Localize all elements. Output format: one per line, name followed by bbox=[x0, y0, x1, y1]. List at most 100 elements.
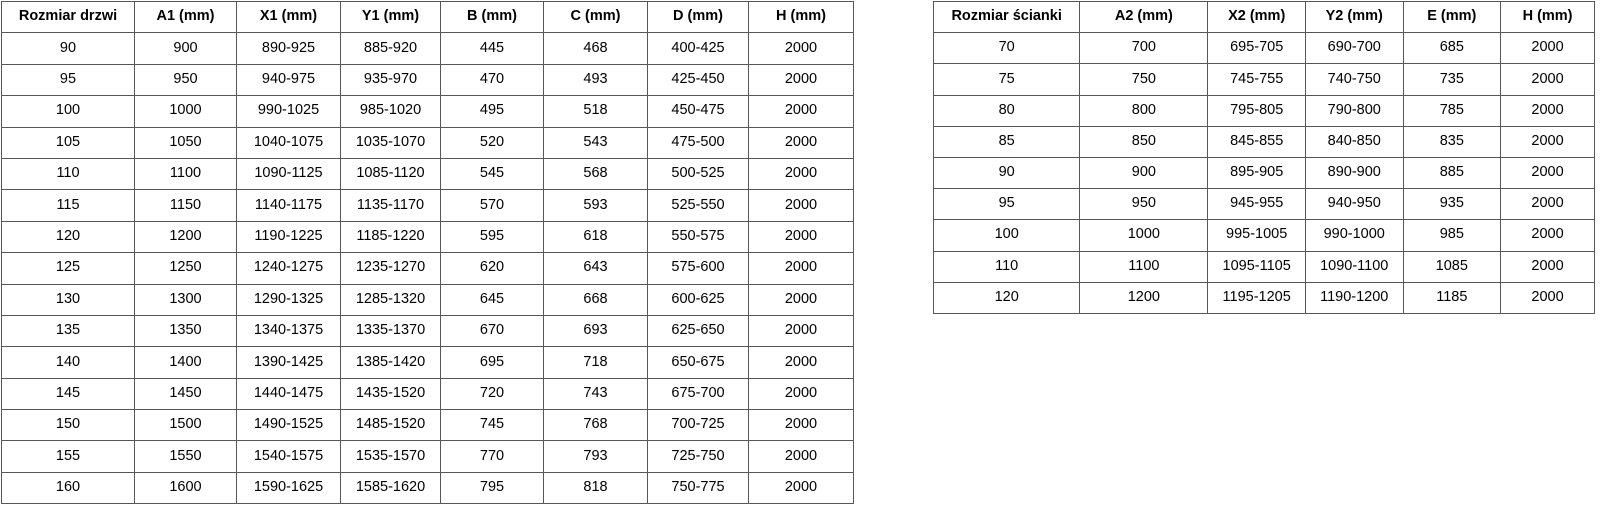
table-row: 150 1500 1490-1525 1485-1520 745 768 700-725 20… bbox=[1, 409, 854, 442]
table-cell: 2000 bbox=[1500, 94, 1595, 127]
table-cell: 745-755 bbox=[1207, 63, 1306, 96]
door-size-column-header: C (mm) bbox=[543, 0, 648, 34]
table-cell: 1485-1520 bbox=[340, 409, 441, 442]
table-cell: 1600 bbox=[134, 471, 237, 505]
table-cell: 2000 bbox=[748, 189, 854, 222]
table-cell: 2000 bbox=[748, 471, 854, 505]
table-cell: 2000 bbox=[748, 314, 854, 348]
table-cell: 75 bbox=[932, 63, 1081, 96]
table-cell: 2000 bbox=[748, 63, 854, 97]
table-cell: 1185 bbox=[1402, 281, 1502, 314]
table-cell: 1385-1420 bbox=[340, 346, 441, 379]
table-cell: 740-750 bbox=[1304, 63, 1404, 96]
table-cell: 1090-1125 bbox=[236, 157, 341, 191]
door-size-table-body: 90 900 890-925 885-920 445 468 400-425 2000 95 95… bbox=[1, 32, 854, 505]
table-cell: 890-925 bbox=[236, 32, 341, 65]
table-cell: 1200 bbox=[134, 220, 237, 254]
table-row: 100 1000 990-1025 985-1020 495 518 450-475 2000 bbox=[1, 95, 854, 128]
table-row: 100 1000 995-1005 990-1000 985 2000 bbox=[932, 219, 1595, 252]
table-row: 75 750 745-755 740-750 735 2000 bbox=[932, 63, 1595, 96]
table-cell: 1085 bbox=[1402, 250, 1502, 283]
door-size-column-header: H (mm) bbox=[748, 0, 854, 34]
table-cell: 105 bbox=[1, 126, 135, 159]
table-cell: 1540-1575 bbox=[236, 440, 341, 473]
wall-size-column-header: H (mm) bbox=[1500, 0, 1595, 34]
table-cell: 700 bbox=[1079, 32, 1209, 65]
table-cell: 770 bbox=[440, 440, 544, 473]
table-cell: 2000 bbox=[748, 157, 854, 191]
table-cell: 1400 bbox=[134, 346, 237, 379]
table-cell: 110 bbox=[1, 157, 135, 191]
table-cell: 2000 bbox=[1500, 219, 1595, 252]
table-cell: 100 bbox=[1, 95, 135, 128]
table-cell: 80 bbox=[932, 94, 1081, 127]
table-cell: 525-550 bbox=[647, 189, 749, 222]
table-row: 125 1250 1240-1275 1235-1270 620 643 575-600 20… bbox=[1, 252, 854, 285]
table-cell: 2000 bbox=[748, 440, 854, 473]
table-row: 70 700 695-705 690-700 685 2000 bbox=[932, 32, 1595, 65]
door-size-table: Rozmiar drzwi A1 (mm) X1 (mm) Y1 (mm) B (mm)… bbox=[1, 0, 854, 505]
table-cell: 985 bbox=[1402, 219, 1502, 252]
table-cell: 840-850 bbox=[1304, 125, 1404, 158]
table-row: 160 1600 1590-1625 1585-1620 795 818 750-775 20… bbox=[1, 471, 854, 505]
table-cell: 85 bbox=[932, 125, 1081, 158]
table-cell: 95 bbox=[932, 188, 1081, 221]
table-cell: 1190-1200 bbox=[1304, 281, 1404, 314]
table-cell: 1235-1270 bbox=[340, 252, 441, 285]
table-cell: 1250 bbox=[134, 252, 237, 285]
table-cell: 1590-1625 bbox=[236, 471, 341, 505]
table-cell: 2000 bbox=[748, 346, 854, 379]
table-cell: 1085-1120 bbox=[340, 157, 441, 191]
table-row: 145 1450 1440-1475 1435-1520 720 743 675-700 20… bbox=[1, 377, 854, 411]
table-row: 90 900 890-925 885-920 445 468 400-425 2000 bbox=[1, 32, 854, 65]
table-cell: 110 bbox=[932, 250, 1081, 283]
table-cell: 1100 bbox=[1079, 250, 1209, 283]
table-cell: 695-705 bbox=[1207, 32, 1306, 65]
table-cell: 1135-1170 bbox=[340, 189, 441, 222]
table-header-row: Rozmiar ścianki A2 (mm) X2 (mm) Y2 (mm) E (m… bbox=[932, 0, 1595, 34]
table-header-row: Rozmiar drzwi A1 (mm) X1 (mm) Y1 (mm) B (mm)… bbox=[1, 0, 854, 34]
table-cell: 845-855 bbox=[1207, 125, 1306, 158]
table-cell: 100 bbox=[932, 219, 1081, 252]
table-cell: 545 bbox=[440, 157, 544, 191]
table-cell: 995-1005 bbox=[1207, 219, 1306, 252]
table-cell: 2000 bbox=[1500, 63, 1595, 96]
table-cell: 400-425 bbox=[647, 32, 749, 65]
table-cell: 1035-1070 bbox=[340, 126, 441, 159]
wall-size-table-header: Rozmiar ścianki A2 (mm) X2 (mm) Y2 (mm) E (m… bbox=[932, 0, 1595, 34]
table-cell: 1390-1425 bbox=[236, 346, 341, 379]
table-cell: 2000 bbox=[1500, 32, 1595, 65]
table-cell: 600-625 bbox=[647, 283, 749, 316]
table-cell: 1100 bbox=[134, 157, 237, 191]
wall-size-column-header: Rozmiar ścianki bbox=[932, 0, 1081, 34]
table-cell: 790-800 bbox=[1304, 94, 1404, 127]
table-cell: 643 bbox=[543, 252, 648, 285]
door-size-column-header: A1 (mm) bbox=[134, 0, 237, 34]
table-cell: 625-650 bbox=[647, 314, 749, 348]
table-cell: 1585-1620 bbox=[340, 471, 441, 505]
table-cell: 985-1020 bbox=[340, 95, 441, 128]
table-cell: 520 bbox=[440, 126, 544, 159]
door-size-column-header: X1 (mm) bbox=[236, 0, 341, 34]
table-cell: 645 bbox=[440, 283, 544, 316]
table-cell: 450-475 bbox=[647, 95, 749, 128]
table-cell: 150 bbox=[1, 409, 135, 442]
table-cell: 795 bbox=[440, 471, 544, 505]
table-cell: 885 bbox=[1402, 156, 1502, 190]
table-row: 105 1050 1040-1075 1035-1070 520 543 475-500 20… bbox=[1, 126, 854, 159]
table-cell: 900 bbox=[134, 32, 237, 65]
table-cell: 2000 bbox=[1500, 281, 1595, 314]
table-cell: 750 bbox=[1079, 63, 1209, 96]
table-cell: 950 bbox=[1079, 188, 1209, 221]
table-cell: 693 bbox=[543, 314, 648, 348]
table-cell: 795-805 bbox=[1207, 94, 1306, 127]
table-cell: 935 bbox=[1402, 188, 1502, 221]
table-cell: 690-700 bbox=[1304, 32, 1404, 65]
table-cell: 155 bbox=[1, 440, 135, 473]
table-row: 80 800 795-805 790-800 785 2000 bbox=[932, 94, 1595, 127]
table-cell: 945-955 bbox=[1207, 188, 1306, 221]
table-cell: 90 bbox=[1, 32, 135, 65]
table-cell: 135 bbox=[1, 314, 135, 348]
table-cell: 650-675 bbox=[647, 346, 749, 379]
table-cell: 145 bbox=[1, 377, 135, 411]
